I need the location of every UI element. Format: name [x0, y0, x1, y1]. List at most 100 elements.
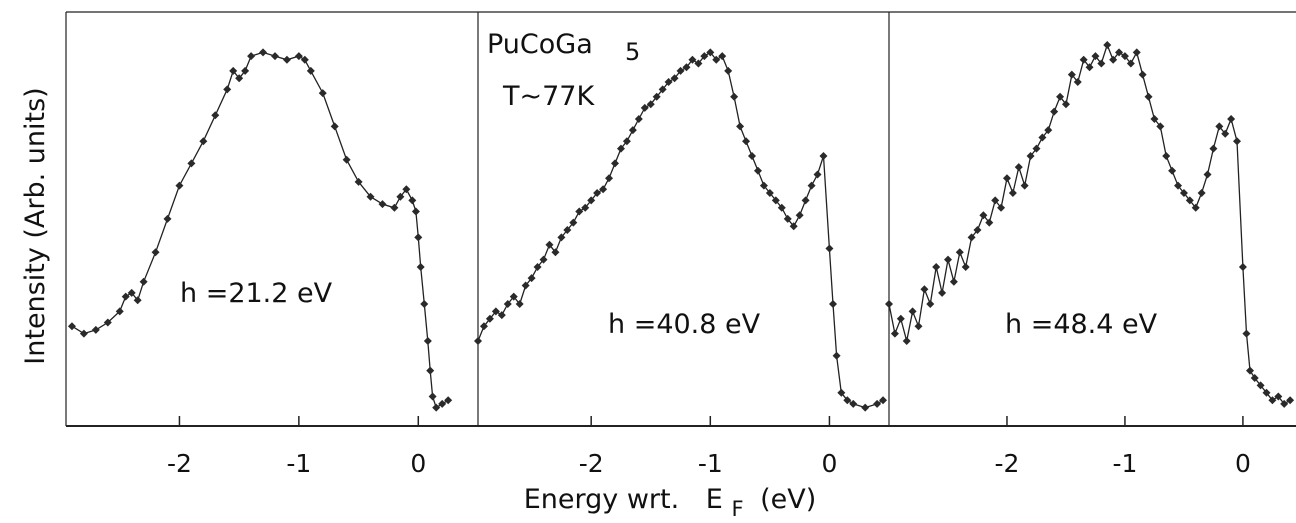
data-point: [832, 351, 841, 360]
photon-energy-annotation: h =21.2 eV: [180, 278, 333, 309]
data-point: [1032, 144, 1041, 153]
data-point: [694, 59, 703, 68]
data-point: [1008, 189, 1017, 197]
x-tick-label: 0: [410, 449, 426, 478]
data-point: [121, 292, 130, 301]
x-axis-label: Energy wrt. E F (eV): [524, 484, 817, 523]
data-point: [688, 55, 697, 64]
data-point: [1126, 59, 1135, 68]
data-point: [932, 263, 941, 271]
data-point: [1097, 59, 1106, 68]
data-point: [825, 244, 834, 253]
data-point: [611, 159, 619, 168]
panel-1: -2 -1 0 h =21.2 eV: [67, 48, 453, 478]
panels: -2 -1 0 h =21.2 eV -2 -1 0 h =40.8 eV PuCoGa 5 T~7…: [67, 29, 1295, 478]
data-point: [1132, 48, 1141, 57]
data-point: [491, 307, 500, 316]
data-point: [718, 52, 727, 61]
data-point: [616, 144, 625, 153]
panel-2: -2 -1 0 h =40.8 eV PuCoGa 5 T~77K: [474, 29, 888, 478]
data-point: [557, 233, 566, 242]
data-point: [533, 263, 542, 271]
data-point: [652, 92, 661, 101]
data-point: [829, 300, 838, 308]
data-point: [837, 388, 846, 397]
data-point: [396, 192, 405, 201]
data-point: [444, 396, 453, 405]
data-point: [861, 403, 870, 412]
data-point: [628, 126, 637, 135]
data-point: [1245, 366, 1254, 375]
data-point: [1067, 70, 1076, 79]
data-point: [1091, 52, 1100, 61]
data-point: [908, 307, 917, 316]
data-point: [1150, 115, 1159, 123]
data-point: [1256, 381, 1265, 390]
data-point: [843, 396, 852, 405]
data-point: [539, 255, 548, 264]
data-point: [920, 285, 929, 294]
panel-3: -2 -1 0 h =48.4 eV: [885, 41, 1295, 478]
data-point: [777, 203, 786, 212]
data-point: [700, 52, 709, 61]
data-point: [1050, 107, 1059, 116]
data-point: [211, 111, 220, 120]
data-point: [795, 211, 804, 220]
x-tick-label: -1: [286, 449, 311, 478]
data-point: [247, 52, 256, 61]
data-point: [706, 48, 715, 57]
data-point: [411, 207, 420, 216]
data-point: [1038, 133, 1047, 142]
x-axis-label-e: E: [706, 484, 723, 515]
data-point: [133, 296, 142, 305]
data-point: [1014, 163, 1023, 172]
x-axis-label-unit: (eV): [760, 484, 816, 515]
data-point: [1238, 263, 1247, 271]
data-point: [670, 74, 679, 83]
data-point: [955, 248, 964, 257]
data-point: [926, 300, 935, 308]
data-point: [420, 300, 429, 308]
data-point: [985, 218, 994, 227]
data-point: [408, 196, 417, 205]
data-point: [509, 292, 518, 301]
data-point: [402, 185, 411, 194]
data-point: [1233, 137, 1242, 146]
data-point: [414, 233, 423, 242]
x-tick-label: -1: [1112, 449, 1137, 478]
data-point: [1144, 92, 1153, 101]
data-point: [1179, 189, 1188, 197]
data-point: [300, 55, 309, 64]
data-point: [115, 307, 124, 316]
data-point: [890, 329, 899, 338]
data-point: [175, 181, 184, 190]
data-point: [973, 226, 982, 234]
data-point: [1215, 122, 1224, 131]
data-point: [1221, 129, 1230, 138]
data-point: [432, 403, 441, 412]
data-point: [783, 214, 792, 223]
photon-energy-annotation: h =40.8 eV: [608, 309, 761, 340]
x-tick-label: -2: [995, 449, 1020, 478]
data-point: [1209, 144, 1218, 153]
data-point: [664, 78, 673, 86]
data-point: [438, 399, 447, 408]
plot-frame: [65, 11, 1296, 427]
data-point: [1174, 181, 1183, 190]
data-point: [163, 214, 172, 223]
data-point: [503, 300, 512, 308]
data-point: [1262, 388, 1271, 397]
data-point: [712, 55, 721, 64]
x-axis-label-main: Energy wrt.: [524, 484, 679, 515]
x-tick-label: 0: [1235, 449, 1251, 478]
data-point: [551, 248, 560, 257]
data-point: [967, 233, 976, 242]
data-point: [67, 322, 76, 331]
data-point: [474, 337, 482, 345]
data-point: [416, 263, 425, 271]
data-point: [306, 66, 315, 75]
photon-energy-annotation: h =48.4 eV: [1005, 309, 1158, 340]
data-point: [622, 137, 631, 146]
data-point: [1056, 92, 1065, 101]
